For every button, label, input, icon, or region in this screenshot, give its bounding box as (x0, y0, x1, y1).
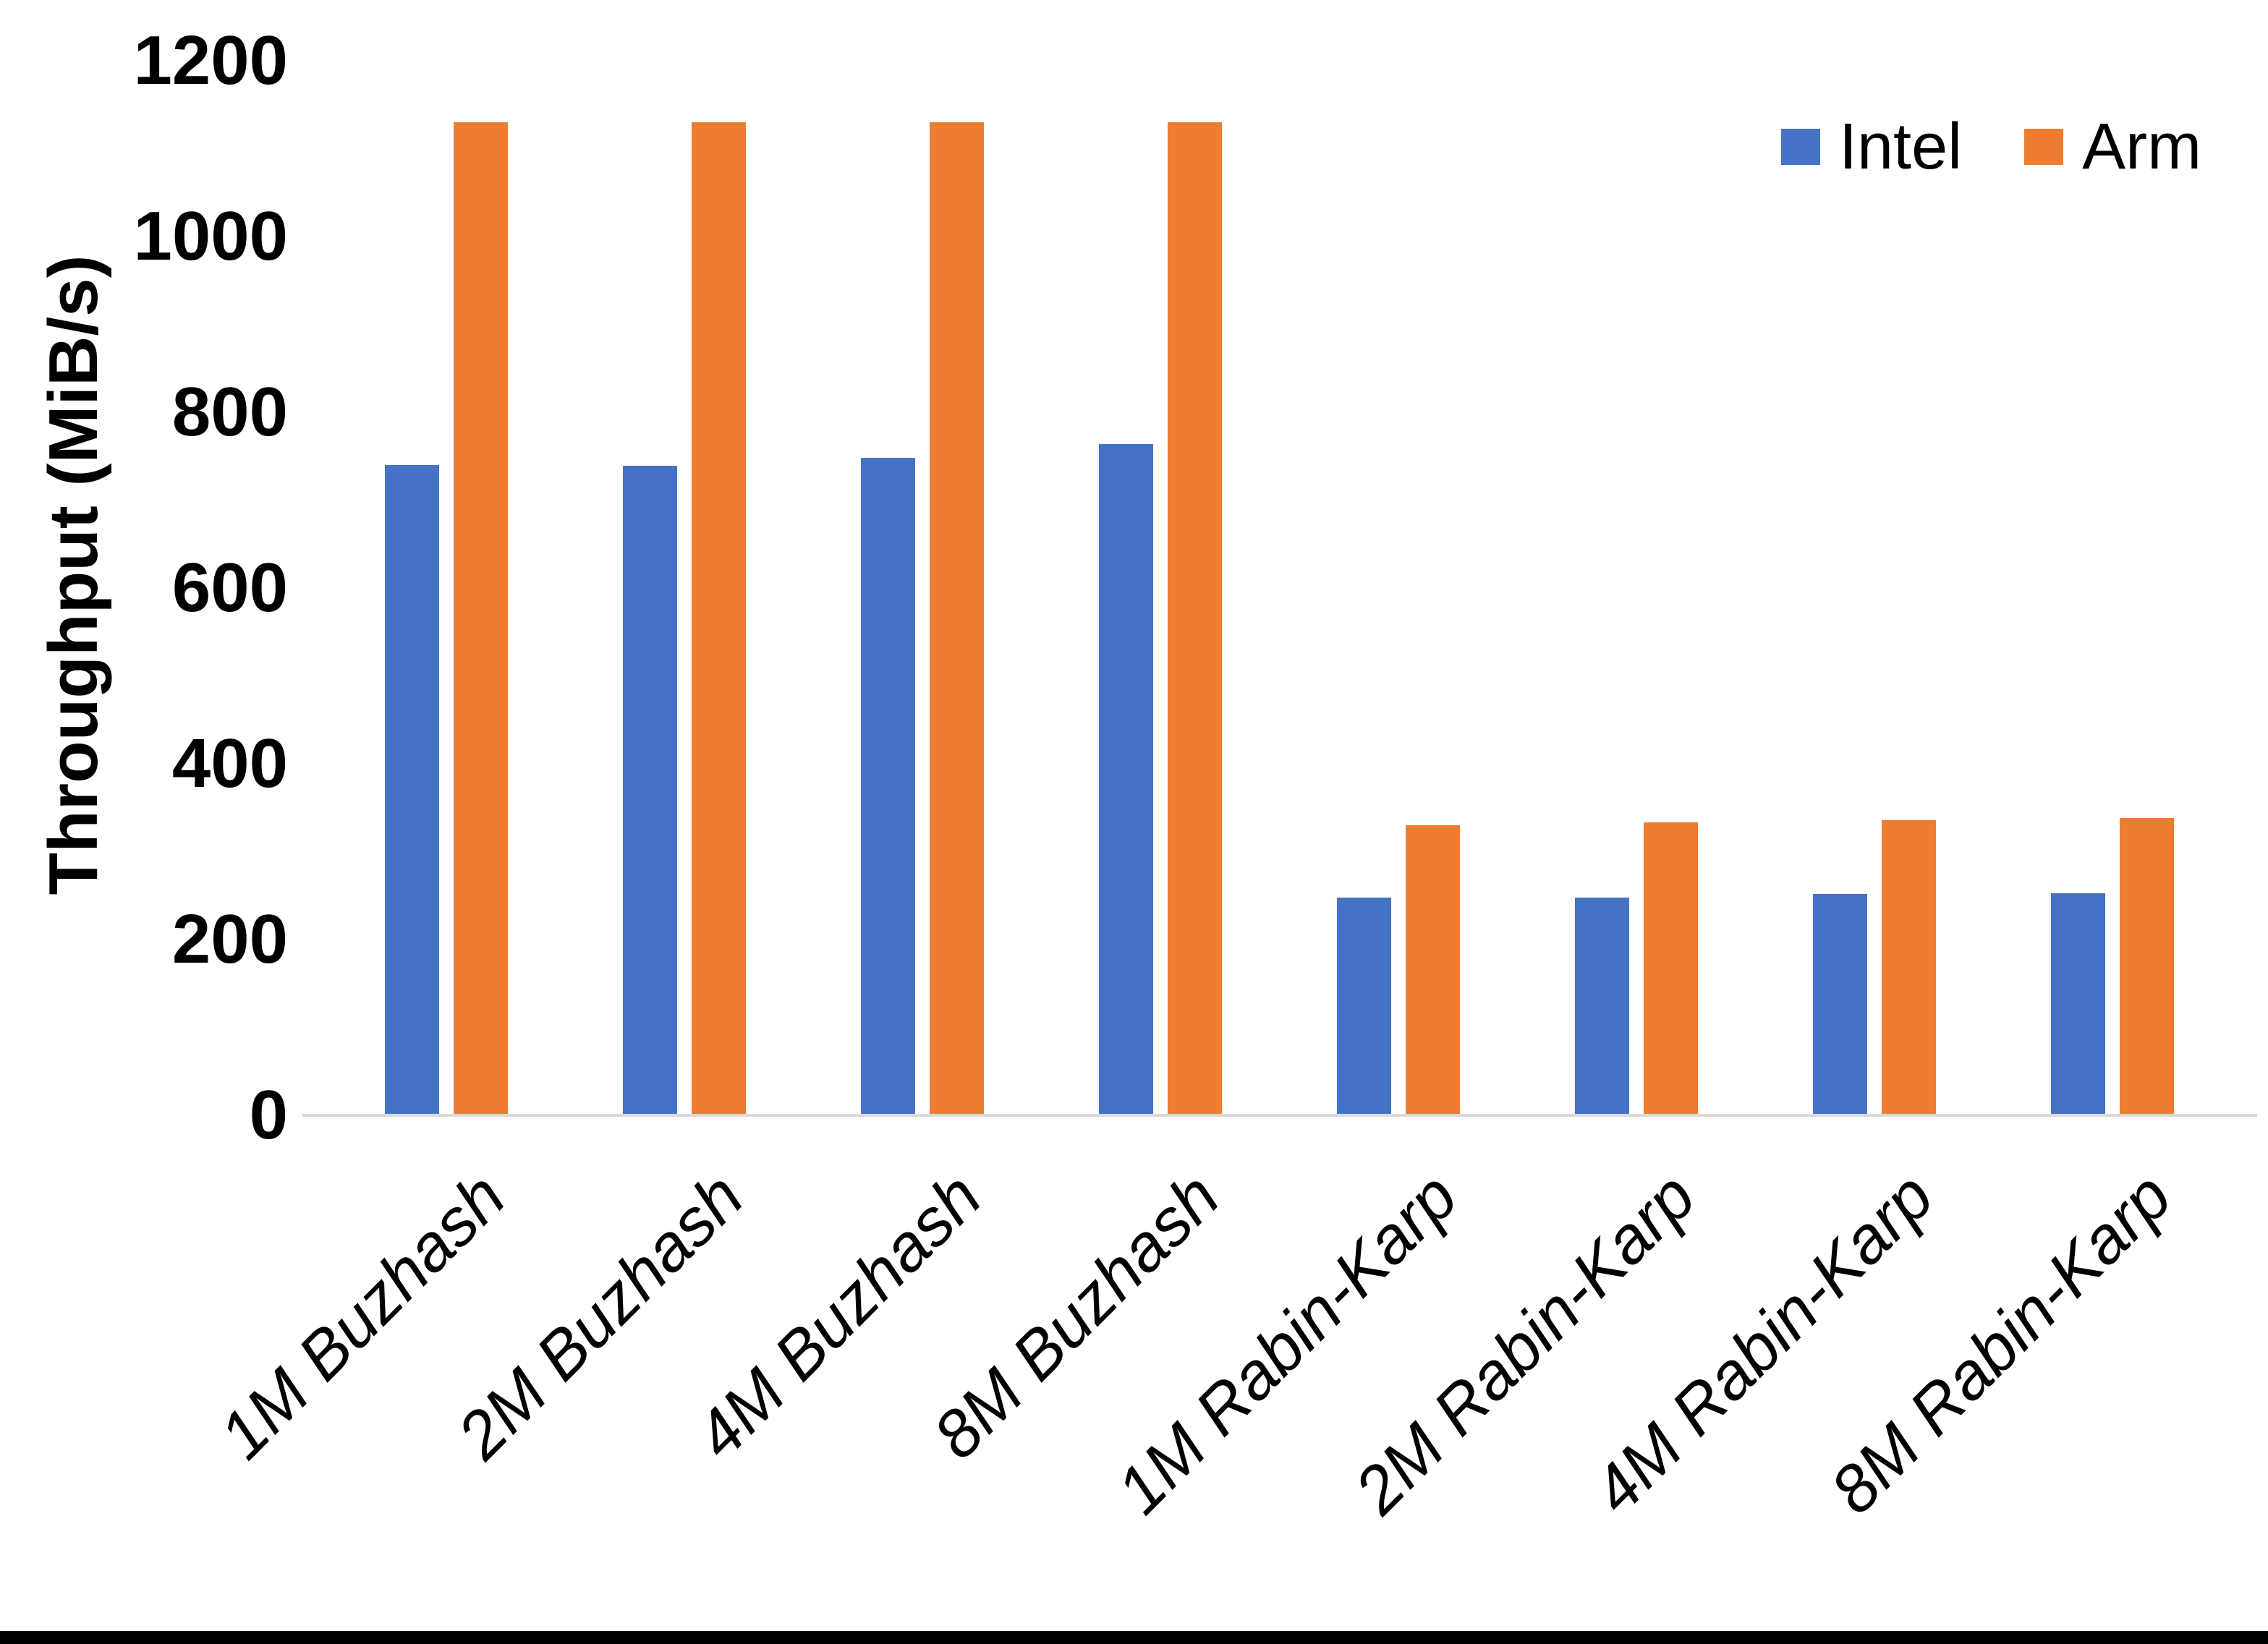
bar-arm-6 (1644, 822, 1699, 1115)
category-group (803, 61, 1041, 1115)
y-tick-label: 1200 (133, 22, 288, 99)
bar-intel-6 (1575, 897, 1630, 1115)
bar-intel-2 (622, 466, 677, 1115)
bar-arm-3 (929, 122, 984, 1115)
bar-intel-8 (2051, 893, 2106, 1115)
bar-arm-5 (1406, 825, 1461, 1115)
legend-item-intel: Intel (1781, 114, 1962, 179)
category-group (327, 61, 565, 1115)
category-group (565, 61, 803, 1115)
bar-arm-2 (691, 122, 746, 1115)
bar-intel-5 (1337, 897, 1392, 1115)
y-tick-label: 800 (171, 373, 288, 451)
bottom-border-bar (0, 1631, 2268, 1644)
bar-intel-1 (384, 464, 439, 1115)
legend-swatch-icon (2024, 129, 2064, 165)
y-tick-label: 600 (171, 549, 288, 626)
bar-intel-3 (860, 458, 915, 1115)
bar-arm-1 (453, 122, 508, 1115)
bar-arm-7 (1882, 819, 1937, 1115)
bar-arm-8 (2120, 818, 2175, 1115)
y-tick-label: 200 (171, 900, 288, 978)
y-tick-label: 1000 (133, 197, 288, 275)
category-group (1518, 61, 1756, 1115)
legend-label: Intel (1839, 111, 1963, 183)
bar-intel-4 (1098, 443, 1153, 1115)
plot-area (327, 61, 2232, 1115)
category-group (1041, 61, 1279, 1115)
legend: Intel Arm (1781, 114, 2201, 179)
y-tick-label: 400 (171, 725, 288, 802)
legend-label: Arm (2082, 111, 2202, 183)
category-group (1756, 61, 1994, 1115)
category-group (1994, 61, 2232, 1115)
x-axis-line (302, 1114, 2257, 1117)
category-group (1280, 61, 1518, 1115)
bar-arm-4 (1167, 122, 1222, 1115)
legend-item-arm: Arm (2024, 114, 2201, 179)
bar-intel-7 (1813, 893, 1868, 1115)
y-tick-label: 0 (249, 1076, 288, 1154)
legend-swatch-icon (1781, 129, 1820, 165)
